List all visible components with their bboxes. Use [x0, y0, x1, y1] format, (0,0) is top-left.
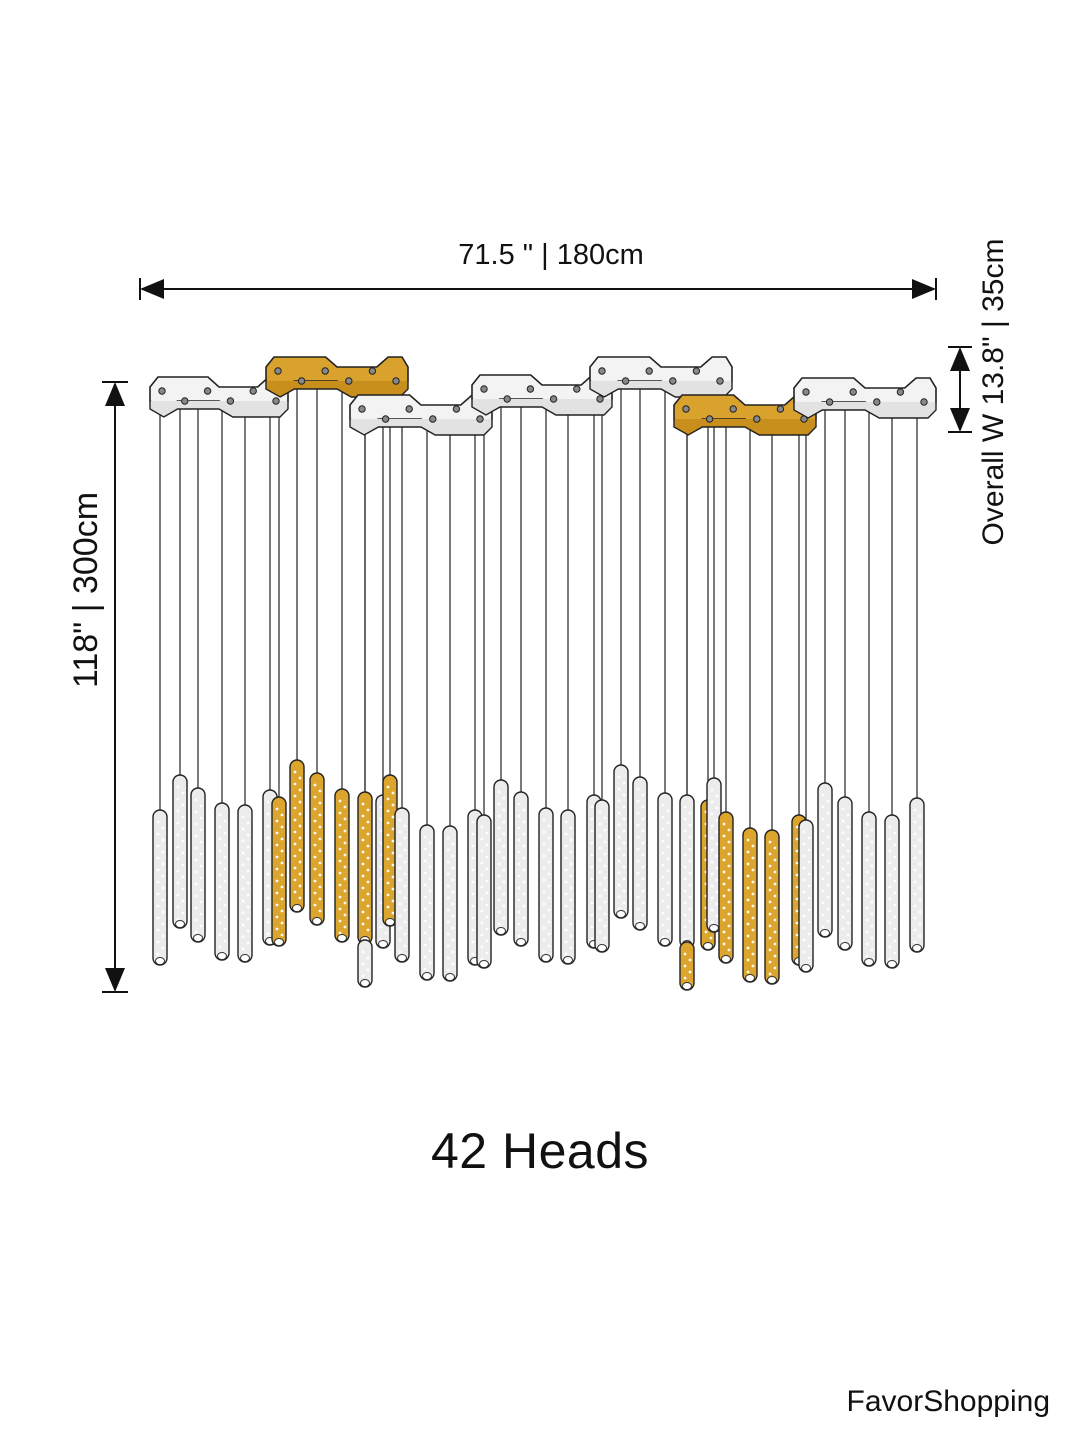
clear-pendant-tube	[817, 782, 833, 938]
clear-pendant-tube	[837, 796, 853, 951]
brand-label: FavorShopping	[846, 1385, 1050, 1418]
ceiling-plate	[265, 356, 409, 398]
clear-pendant-tube	[538, 807, 554, 963]
clear-pendant-tube	[513, 791, 529, 947]
clear-pendant-tube	[214, 802, 230, 961]
ceiling-plate	[149, 376, 289, 418]
width-dimension: 71.5 " | 180cm	[139, 239, 937, 300]
ceiling-plate	[673, 394, 817, 436]
clear-pendant-tube	[190, 787, 206, 943]
clear-pendant-tube	[594, 799, 610, 953]
ceiling-plate	[793, 377, 937, 419]
clear-pendant-tube	[657, 792, 673, 947]
clear-pendant-tube	[493, 779, 509, 936]
clear-pendant-tube	[476, 814, 492, 969]
clear-pendant-tube	[706, 777, 722, 933]
clear-pendant-tube	[909, 797, 925, 953]
pendant-tubes	[152, 759, 925, 991]
gold-pendant-tube	[764, 829, 780, 985]
clear-pendant-tube	[172, 774, 188, 929]
ceiling-plate	[471, 374, 613, 416]
clear-pendant-tube	[884, 814, 900, 969]
ceiling-plate	[349, 394, 493, 436]
clear-pendant-tube	[237, 804, 253, 963]
clear-pendant-tube	[357, 939, 373, 988]
clear-pendant-tube	[419, 824, 435, 981]
gold-pendant-tube	[742, 827, 758, 983]
clear-pendant-tube	[442, 825, 458, 982]
gold-pendant-tube	[357, 791, 373, 945]
ceiling-plates	[149, 356, 937, 436]
clear-pendant-tube	[613, 764, 629, 919]
gold-pendant-tube	[679, 941, 695, 991]
clear-pendant-tube	[861, 811, 877, 967]
gold-pendant-tube	[309, 772, 325, 926]
gold-pendant-tube	[271, 796, 287, 947]
gold-pendant-tube	[289, 759, 305, 913]
clear-pendant-tube	[632, 776, 648, 931]
depth-dimension: Overall W 13.8" | 35cm	[948, 239, 1010, 546]
gold-pendant-tube	[334, 788, 350, 943]
head-count-label: 42 Heads	[430, 1123, 650, 1179]
clear-pendant-tube	[560, 809, 576, 965]
clear-pendant-tube	[394, 807, 410, 963]
depth-label: Overall W 13.8" | 35cm	[977, 239, 1010, 546]
clear-pendant-tube	[152, 809, 168, 966]
height-dimension: 118" | 300cm	[67, 381, 128, 993]
clear-pendant-tube	[679, 794, 695, 949]
clear-pendant-tube	[798, 819, 814, 973]
height-label: 118" | 300cm	[67, 492, 105, 688]
ceiling-plate	[589, 356, 733, 398]
width-label: 71.5 " | 180cm	[458, 239, 643, 271]
gold-pendant-tube	[718, 811, 734, 964]
